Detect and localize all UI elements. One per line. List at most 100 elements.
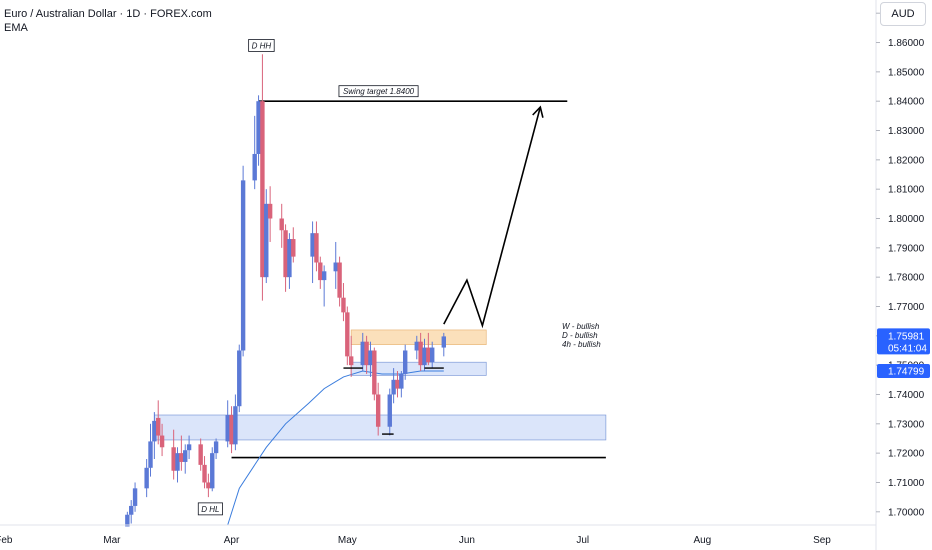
- candle-2025-03-21: [186, 435, 192, 460]
- candle-2025-04-30: [341, 283, 346, 322]
- candle-2025-05-21: [422, 338, 427, 372]
- candle-body: [391, 379, 396, 395]
- candle-body: [402, 350, 408, 374]
- candle-body: [360, 341, 365, 366]
- currency-button[interactable]: AUD: [880, 2, 926, 26]
- candle-2025-04-07: [252, 115, 257, 190]
- candle-body: [125, 514, 130, 527]
- candle-2025-05-08: [372, 347, 377, 401]
- last-price-badge: 1.75981 05:41:04: [877, 328, 930, 355]
- candle-body: [171, 447, 176, 471]
- candle-2025-04-29: [337, 256, 342, 307]
- candle-body: [287, 239, 292, 278]
- candle-2025-03-11: [148, 423, 153, 477]
- y-tick-label: 1.79000: [888, 243, 925, 254]
- candle-2025-04-23: [314, 221, 319, 272]
- x-tick-label: Feb: [0, 535, 13, 546]
- candle-body: [341, 297, 346, 313]
- candle-2025-04-11: [267, 186, 273, 242]
- candle-2025-05-23: [430, 341, 435, 369]
- candle-2025-04-25: [321, 265, 327, 307]
- candle-body: [395, 379, 400, 389]
- levels-layer: [231, 100, 606, 459]
- candle-body: [441, 336, 446, 348]
- y-tick-label: 1.83000: [888, 126, 925, 137]
- y-tick-label: 1.81000: [888, 185, 925, 196]
- candle-2025-04-17: [291, 227, 296, 263]
- candle-body: [372, 350, 377, 395]
- candle-body: [225, 415, 230, 442]
- swing-target-label: Swing target 1.8400: [338, 85, 419, 98]
- y-tick-label: 1.86000: [888, 38, 925, 49]
- candle-2025-05-09: [375, 382, 381, 436]
- candle-body: [314, 233, 319, 263]
- candle-2025-04-09: [260, 54, 265, 301]
- candle-body: [333, 262, 338, 272]
- projection-arrow-head: [532, 105, 544, 118]
- candle-body: [175, 453, 180, 471]
- candle-body: [279, 218, 284, 231]
- candle-body: [213, 441, 219, 454]
- candle-body: [198, 444, 203, 465]
- indicator-label[interactable]: EMA: [4, 22, 28, 34]
- candle-2025-05-12: [387, 388, 392, 436]
- y-tick-label: 1.84000: [888, 97, 925, 108]
- markers-layer: [343, 367, 444, 435]
- candle-2025-03-05: [125, 511, 130, 527]
- candle-2025-05-01: [345, 306, 350, 366]
- y-tick-label: 1.77000: [888, 302, 925, 313]
- candle-2025-05-06: [364, 335, 369, 374]
- ema-value-text: 1.74799: [888, 367, 925, 378]
- candle-body: [264, 203, 269, 278]
- candle-2025-03-18: [175, 447, 180, 483]
- chart-title: Euro / Australian Dollar · 1D · FOREX.co…: [4, 8, 212, 20]
- candle-body: [183, 450, 188, 462]
- d-hh-text: D HH: [252, 41, 272, 50]
- candle-body: [375, 394, 381, 427]
- x-tick-label: Mar: [103, 535, 121, 546]
- price-axis[interactable]: 1.700001.710001.720001.730001.740001.750…: [876, 9, 925, 519]
- candle-2025-05-13: [391, 368, 396, 404]
- y-tick-label: 1.78000: [888, 273, 925, 284]
- candle-body: [156, 417, 161, 436]
- candle-body: [387, 394, 392, 427]
- time-axis[interactable]: Feb Mar Apr May Jun Jul Aug Sep: [0, 535, 831, 546]
- ema-line: [227, 370, 444, 526]
- candle-2025-03-14: [159, 423, 165, 457]
- candle-2025-05-19: [414, 335, 419, 360]
- candle-2025-04-22: [310, 221, 315, 284]
- candle-body: [430, 347, 435, 363]
- x-tick-label: Sep: [813, 535, 831, 546]
- d-hl-label: D HL: [197, 502, 223, 516]
- x-tick-label: Jul: [576, 535, 589, 546]
- candle-body: [399, 373, 404, 389]
- candle-2025-04-02: [233, 394, 238, 451]
- candle-body: [337, 262, 342, 298]
- candle-body: [144, 467, 149, 489]
- y-tick-label: 1.72000: [888, 449, 925, 460]
- last-price-text: 1.75981: [888, 331, 925, 342]
- candle-body: [252, 153, 257, 181]
- candle-body: [426, 347, 431, 363]
- candle-2025-03-27: [210, 447, 215, 492]
- candle-body: [186, 444, 192, 451]
- candle-body: [148, 441, 153, 468]
- candle-body: [210, 453, 215, 489]
- ema-value-badge: 1.74799: [877, 364, 930, 379]
- candle-body: [414, 341, 419, 351]
- candle-2025-03-26: [206, 473, 211, 498]
- candle-body: [283, 230, 288, 278]
- candle-2025-03-07: [132, 482, 138, 512]
- candle-body: [260, 101, 265, 278]
- y-tick-label: 1.70000: [888, 507, 925, 518]
- y-tick-label: 1.74000: [888, 390, 925, 401]
- candle-2025-03-28: [213, 438, 219, 460]
- candle-2025-05-05: [360, 332, 365, 372]
- candle-2025-04-04: [240, 165, 246, 357]
- candle-2025-05-26: [441, 332, 446, 357]
- candle-body: [233, 406, 238, 445]
- candle-2025-05-15: [399, 371, 404, 398]
- candle-body: [132, 488, 138, 506]
- candle-body: [321, 271, 327, 281]
